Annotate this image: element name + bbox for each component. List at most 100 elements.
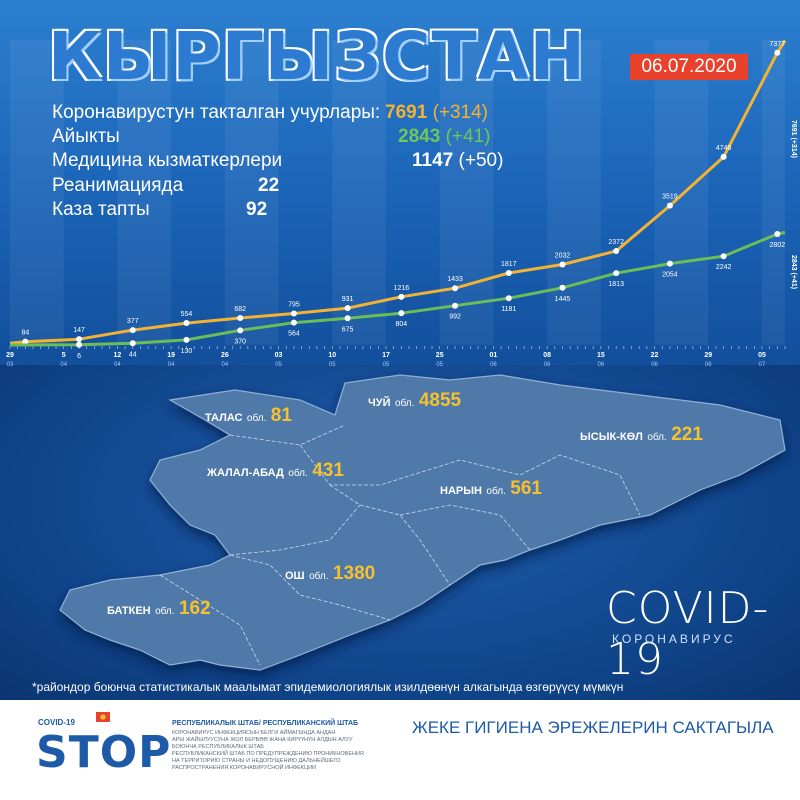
week-band (224, 40, 279, 345)
x-tick-day: 29 (704, 352, 712, 359)
x-tick-day: 03 (275, 352, 283, 359)
x-tick-day: 01 (490, 352, 498, 359)
x-tick-month: 06 (490, 362, 497, 368)
deaths-value: 92 (246, 199, 268, 220)
confirmed-data-label: 3519 (662, 194, 678, 201)
headquarters-line: РАСПРОСТРАНЕНИЯ КОРОНАВИРУСНОЙ ИНФЕКЦИИ (172, 765, 316, 771)
recovered-data-label: 675 (342, 326, 354, 333)
confirmed-point (720, 153, 727, 160)
confirmed-data-label: 1817 (501, 261, 517, 268)
confirmed-point (76, 336, 83, 343)
week-band (654, 40, 709, 345)
date-badge: 06.07.2020 (630, 54, 748, 80)
week-band (117, 40, 172, 345)
confirmed-point (613, 248, 620, 255)
confirmed-point (237, 314, 244, 321)
recovered-data-label: 6 (77, 353, 81, 360)
confirmed-point (344, 305, 351, 312)
hygiene-slogan: ЖЕКЕ ГИГИЕНА ЭРЕЖЕЛЕРИН САКТАГЫЛА (412, 718, 774, 737)
kyrgyz-flag-icon (96, 712, 110, 722)
headquarters-line: КОРОНАВИРУС ИНФЕКЦИЯСЫН БЕЛГИ АЙМАГЫНДА … (172, 730, 336, 736)
x-tick-month: 03 (7, 362, 14, 368)
recovered-end-label: 2843 (+41) (790, 255, 797, 289)
stop-logo: STOP (36, 727, 172, 778)
confirmed-data-label: 2372 (608, 239, 624, 246)
x-tick-month: 06 (651, 362, 658, 368)
confirmed-point (129, 327, 136, 334)
recovered-data-label: 2242 (716, 264, 732, 271)
icu-value: 22 (258, 175, 280, 196)
recovered-point (774, 231, 781, 238)
x-tick-month: 04 (168, 362, 175, 368)
recovered-data-label: 992 (449, 314, 461, 321)
deaths-label: Каза тапты (52, 199, 150, 220)
confirmed-data-label: 7377 (770, 41, 786, 48)
headquarters-line: БОЮНЧА РЕСПУБЛИКАЛЫК ШТАБ (172, 744, 264, 750)
cases-chart: 29 03 5 04 12 04 19 04 26 04 03 05 10 05 17 05 25 05 01 06 0… (6, 39, 797, 368)
covid-small-label: COVID-19 (38, 718, 75, 727)
x-tick-day: 08 (543, 352, 551, 359)
confirmed-point (666, 202, 673, 209)
x-tick-month: 06 (705, 362, 712, 368)
confirmed-point (290, 310, 297, 317)
x-tick-day: 5 (62, 352, 66, 359)
confirmed-data-label: 377 (127, 318, 139, 325)
confirmed-data-label: 2032 (555, 253, 571, 260)
footnote: *райондор боюнча статистикалык маалымат … (32, 680, 624, 694)
recovered-point (344, 315, 351, 322)
page-title: КЫРГЫЗСТАН (48, 18, 586, 95)
medical-value: 1147 (+50) (412, 150, 504, 171)
region-naryn: НАРЫН обл. 561 (440, 478, 542, 499)
confirmed-value: 7691 (+314) (385, 102, 489, 123)
headquarters-line: РЕСПУБЛИКАНСКИЙ ШТАБ ПО ПРЕДУПРЕЖДЕНИЮ П… (172, 751, 364, 757)
week-band (761, 40, 785, 345)
confirmed-point (505, 270, 512, 277)
x-tick-day: 29 (6, 352, 14, 359)
recovered-point (76, 341, 83, 348)
recovered-data-label: 2802 (770, 242, 786, 249)
x-tick-month: 06 (544, 362, 551, 368)
x-tick-day: 10 (328, 352, 336, 359)
recovered-point (666, 260, 673, 267)
x-tick-month: 05 (383, 362, 390, 368)
footer-panel (0, 700, 800, 800)
x-tick-day: 05 (758, 352, 766, 359)
x-tick-month: 05 (329, 362, 336, 368)
recovered-data-label: 44 (129, 351, 137, 358)
confirmed-data-label: 931 (342, 296, 354, 303)
confirmed-data-label: 84 (21, 330, 29, 337)
x-tick-day: 15 (597, 352, 605, 359)
x-tick-day: 25 (436, 352, 444, 359)
country-shape (59, 374, 786, 671)
confirmed-point (183, 320, 190, 327)
confirmed-data-label: 554 (181, 311, 193, 318)
confirmed-data-label: 147 (73, 327, 85, 334)
recovered-point (290, 319, 297, 326)
region-issyk-kul: ЫСЫК-КӨЛ обл. 221 (580, 424, 703, 445)
x-tick-month: 06 (597, 362, 604, 368)
region-talas: ТАЛАС обл. 81 (205, 405, 292, 426)
region-osh: ОШ обл. 1380 (285, 563, 376, 584)
week-band (547, 40, 601, 345)
covid-subtitle: КОРОНАВИРУС (612, 632, 736, 646)
recovered-data-label: 804 (395, 321, 407, 328)
recovered-value: 2843 (+41) (398, 126, 491, 147)
recovered-point (559, 284, 566, 291)
region-batken: БАТКЕН обл. 162 (107, 598, 211, 619)
week-band (439, 40, 494, 345)
confirmed-point (22, 338, 29, 345)
recovered-point (720, 253, 727, 260)
x-tick-month: 04 (222, 362, 229, 368)
medical-label: Медицина кызматкерлери (52, 150, 283, 171)
icu-label: Реанимацияда (52, 175, 184, 196)
x-tick-month: 04 (60, 362, 67, 368)
recovered-point (505, 295, 512, 302)
kyrgyzstan-map (59, 374, 786, 671)
confirmed-data-label: 4748 (716, 145, 732, 152)
x-tick-month: 07 (759, 362, 766, 368)
x-tick-day: 17 (382, 352, 390, 359)
week-band (10, 40, 64, 345)
confirmed-data-label: 1216 (394, 285, 410, 292)
recovered-point (129, 340, 136, 347)
recovered-line (9, 230, 786, 347)
